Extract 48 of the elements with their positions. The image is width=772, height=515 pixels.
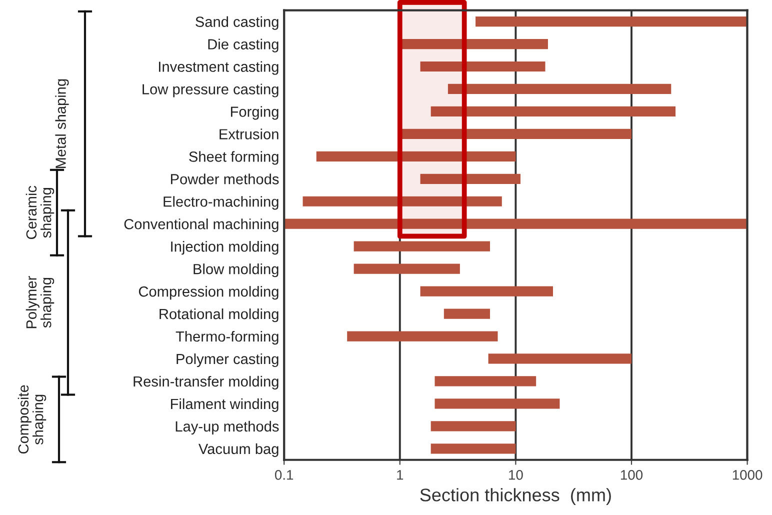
bar bbox=[476, 16, 748, 27]
y-tick-label: Blow molding bbox=[194, 264, 278, 278]
y-tick-label: Resin-transfer molding bbox=[134, 376, 278, 390]
y-tick-label: Extrusion bbox=[220, 128, 278, 140]
bar bbox=[430, 444, 516, 454]
y-tick-label: Investment casting bbox=[159, 61, 278, 75]
bar bbox=[420, 286, 554, 296]
x-tick-label: 100 bbox=[620, 470, 643, 480]
text: Polymer shaping bbox=[26, 276, 54, 328]
y-tick-label: Filament winding bbox=[171, 398, 278, 412]
y-tick-label: Rotational molding bbox=[160, 308, 278, 322]
x-tick-label: 0.1 bbox=[274, 470, 294, 480]
bar bbox=[354, 264, 460, 274]
y-tick-label: Die casting bbox=[208, 38, 278, 52]
bar bbox=[434, 398, 560, 409]
y-tick-label: Powder methods bbox=[171, 174, 279, 184]
y-tick-label: Sheet forming bbox=[189, 151, 278, 165]
bar bbox=[430, 106, 676, 117]
y-tick-label: Thermo-forming bbox=[176, 330, 278, 345]
bar bbox=[420, 61, 546, 72]
x-axis-title: Section thickness (mm) bbox=[420, 488, 611, 505]
bar bbox=[448, 84, 672, 94]
bar bbox=[354, 241, 490, 252]
y-tick-label: Sand casting bbox=[196, 16, 278, 30]
bar bbox=[430, 421, 516, 432]
y-tick-label: Lay-up methods bbox=[176, 420, 279, 434]
x-tick-label: 1 bbox=[397, 470, 404, 480]
bar bbox=[316, 151, 516, 162]
y-tick-label: Forging bbox=[230, 106, 278, 120]
bar bbox=[488, 354, 632, 364]
y-tick-label: Compression molding bbox=[138, 286, 278, 300]
y-tick-label: Injection molding bbox=[171, 241, 278, 255]
bar bbox=[434, 376, 536, 386]
bar bbox=[284, 218, 748, 229]
y-tick-label: Conventional machining bbox=[124, 218, 278, 232]
bar bbox=[444, 308, 490, 319]
y-tick-label: Low pressure casting bbox=[142, 84, 278, 98]
bar bbox=[420, 174, 520, 184]
text: Ceramic shaping bbox=[26, 186, 54, 240]
text: Composite shaping bbox=[18, 385, 46, 454]
x-tick-label: 1000 bbox=[732, 470, 762, 480]
y-tick-label: Vacuum bag bbox=[198, 443, 278, 457]
y-tick-label: Polymer casting bbox=[176, 353, 278, 368]
x-tick-label: 10 bbox=[509, 470, 523, 480]
bar bbox=[347, 331, 498, 342]
bar bbox=[302, 196, 502, 206]
y-tick-label: Electro-machining bbox=[164, 196, 278, 210]
text: Metal shaping bbox=[55, 79, 69, 168]
